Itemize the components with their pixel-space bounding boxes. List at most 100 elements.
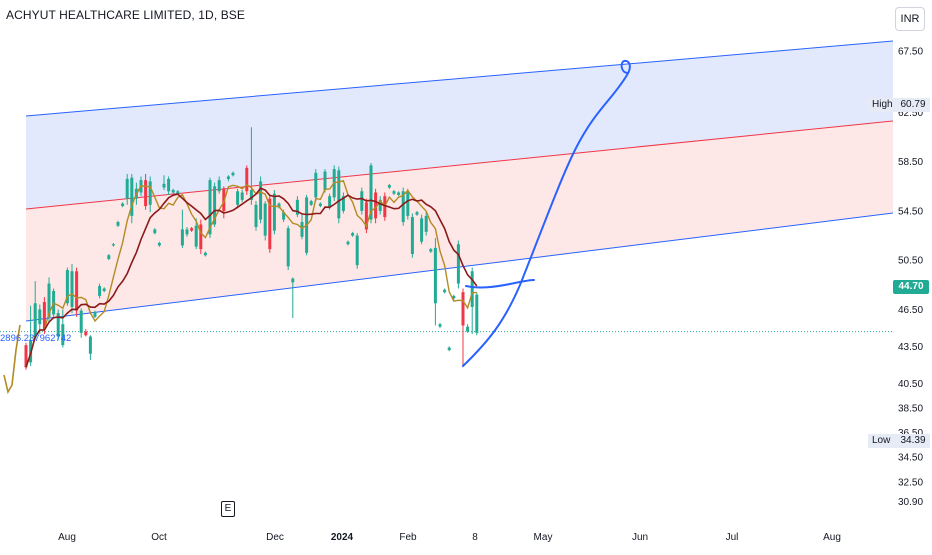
candle-body xyxy=(130,177,134,216)
candle-body xyxy=(24,345,28,368)
candle-body xyxy=(176,191,180,194)
candle-body xyxy=(38,309,42,325)
candle-body xyxy=(378,199,382,211)
candle-body xyxy=(61,324,65,346)
candle-body xyxy=(424,215,428,232)
channel-upper-zone xyxy=(26,41,893,209)
candle-body xyxy=(309,201,313,205)
candle-body xyxy=(102,288,106,291)
x-tick-label: May xyxy=(534,532,553,543)
candle-body xyxy=(392,191,396,194)
y-tick-label: 54.50 xyxy=(898,206,923,217)
x-tick-label: Jul xyxy=(726,532,739,543)
high-value: 60.79 xyxy=(900,99,926,110)
candle-body xyxy=(277,203,281,208)
candle-body xyxy=(282,212,286,220)
candle-body xyxy=(314,172,318,198)
channel-median-line xyxy=(25,120,894,210)
y-tick-label: 46.50 xyxy=(898,305,923,316)
x-tick-label: 8 xyxy=(472,532,478,543)
candle-body xyxy=(203,252,207,256)
candle-body xyxy=(461,292,465,326)
earnings-event-marker[interactable]: E xyxy=(221,501,235,517)
x-tick-label: Jun xyxy=(632,532,648,543)
candle-body xyxy=(93,311,97,317)
y-tick-label: 50.50 xyxy=(898,256,923,267)
candle-body xyxy=(364,202,368,230)
projection-stroke xyxy=(462,59,631,367)
candle-body xyxy=(84,331,88,336)
candle-body xyxy=(42,302,46,330)
y-tick-label: 43.50 xyxy=(898,342,923,353)
y-tick-label: 67.50 xyxy=(898,46,923,57)
candle-body xyxy=(249,190,253,200)
candle-body xyxy=(466,326,470,332)
last-price-tag: 44.70 xyxy=(893,280,929,294)
candle-body xyxy=(438,324,442,327)
candle-body xyxy=(410,217,414,255)
candle-body xyxy=(254,204,258,227)
candle-body xyxy=(475,294,479,333)
candle-body xyxy=(295,199,299,215)
candle-body xyxy=(148,181,152,205)
candle-body xyxy=(70,271,74,307)
y-tick-label: 34.50 xyxy=(898,453,923,464)
candle-body xyxy=(144,180,148,207)
candle-body xyxy=(387,185,391,188)
candle-body xyxy=(116,222,120,226)
candle-body xyxy=(79,310,83,333)
candle-body xyxy=(190,228,194,231)
candle-body xyxy=(346,241,350,245)
currency-button[interactable]: INR xyxy=(895,7,925,31)
candle-body xyxy=(300,222,304,237)
candle-body xyxy=(447,347,451,351)
candle-body xyxy=(341,196,345,211)
y-tick-label: 36.50 xyxy=(898,428,923,439)
x-tick-label: Feb xyxy=(399,532,417,543)
candle-body xyxy=(121,203,125,207)
high-price-tag: High 60.79 xyxy=(868,98,930,112)
candle-body xyxy=(245,167,249,192)
low-label: Low xyxy=(872,435,891,446)
candle-body xyxy=(75,271,79,311)
candle-body xyxy=(33,303,37,338)
x-tick-label: 2024 xyxy=(331,532,354,543)
candle-body xyxy=(157,242,161,246)
candle-body xyxy=(180,229,184,246)
candle-body xyxy=(443,289,447,293)
candle-body xyxy=(351,233,355,236)
candle-body xyxy=(355,235,359,266)
candle-body xyxy=(263,203,267,236)
candle-body xyxy=(268,198,272,250)
candle-body xyxy=(415,212,419,215)
x-tick-label: Dec xyxy=(266,532,284,543)
candle-body xyxy=(369,165,373,220)
candle-body xyxy=(406,192,410,216)
candle-body xyxy=(272,193,276,231)
ma-fast-lead xyxy=(3,324,21,395)
y-tick-label: 38.50 xyxy=(898,403,923,414)
candle-body xyxy=(153,229,157,234)
candle-body xyxy=(217,180,221,192)
x-tick-label: Aug xyxy=(823,532,841,543)
x-tick-label: Oct xyxy=(151,532,167,543)
candle-body xyxy=(240,192,244,200)
y-tick-label: 62.50 xyxy=(898,108,923,119)
low-value: 34.39 xyxy=(900,435,926,446)
candle-body xyxy=(397,192,401,195)
candle-body xyxy=(167,178,171,192)
candle-body xyxy=(125,178,129,199)
candle-body xyxy=(208,180,212,235)
candle-body xyxy=(259,181,263,220)
y-tick-label: 58.50 xyxy=(898,157,923,168)
candle-body xyxy=(88,336,92,354)
candle-body xyxy=(401,191,405,223)
candle-body xyxy=(98,286,102,296)
candle-body xyxy=(107,255,111,259)
y-tick-label: 30.90 xyxy=(898,497,923,508)
candle-body xyxy=(56,313,60,337)
candle-body xyxy=(185,229,189,235)
candle-body xyxy=(433,247,437,304)
